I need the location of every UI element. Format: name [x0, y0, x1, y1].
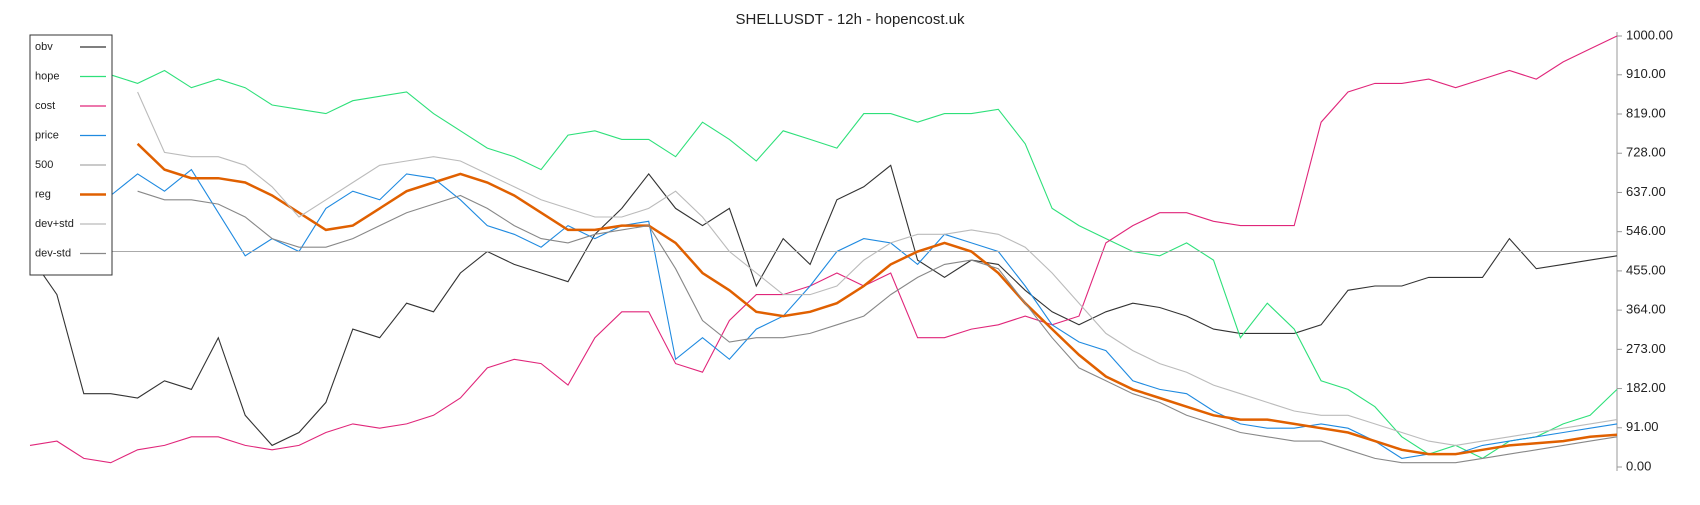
line	[110, 168, 1618, 459]
y-tick-label: 364.00	[1626, 302, 1666, 317]
legend-label: cost	[35, 100, 55, 112]
y-tick-label: 455.00	[1626, 262, 1666, 277]
chart-title: SHELLUSDT - 12h - hopencost.uk	[735, 11, 965, 28]
legend-label: hope	[35, 70, 59, 82]
y-tick-label: 546.00	[1626, 223, 1666, 238]
line	[137, 91, 1618, 446]
y-tick-label: 182.00	[1626, 380, 1666, 395]
y-tick-label: 1000.00	[1626, 27, 1673, 42]
y-tick-label: 0.00	[1626, 458, 1651, 473]
line	[137, 190, 1618, 464]
y-tick-label: 637.00	[1626, 184, 1666, 199]
legend-label: 500	[35, 159, 53, 171]
legend: obv hope cost price 500 reg dev+std dev-std	[29, 34, 113, 276]
legend-label: reg	[35, 188, 51, 200]
line	[29, 35, 1618, 464]
legend-label: obv	[35, 41, 53, 53]
y-tick-label: 728.00	[1626, 145, 1666, 160]
legend-label: price	[35, 129, 59, 141]
y-tick-label: 910.00	[1626, 66, 1666, 81]
line	[110, 69, 1618, 460]
legend-box	[29, 34, 113, 276]
y-tick-label: 273.00	[1626, 341, 1666, 356]
line	[29, 164, 1618, 447]
legend-label: dev+std	[35, 218, 74, 230]
line	[136, 142, 1618, 456]
legend-label: dev-std	[35, 247, 71, 259]
y-tick-label: 819.00	[1626, 105, 1666, 120]
y-tick-label: 91.00	[1626, 419, 1659, 434]
